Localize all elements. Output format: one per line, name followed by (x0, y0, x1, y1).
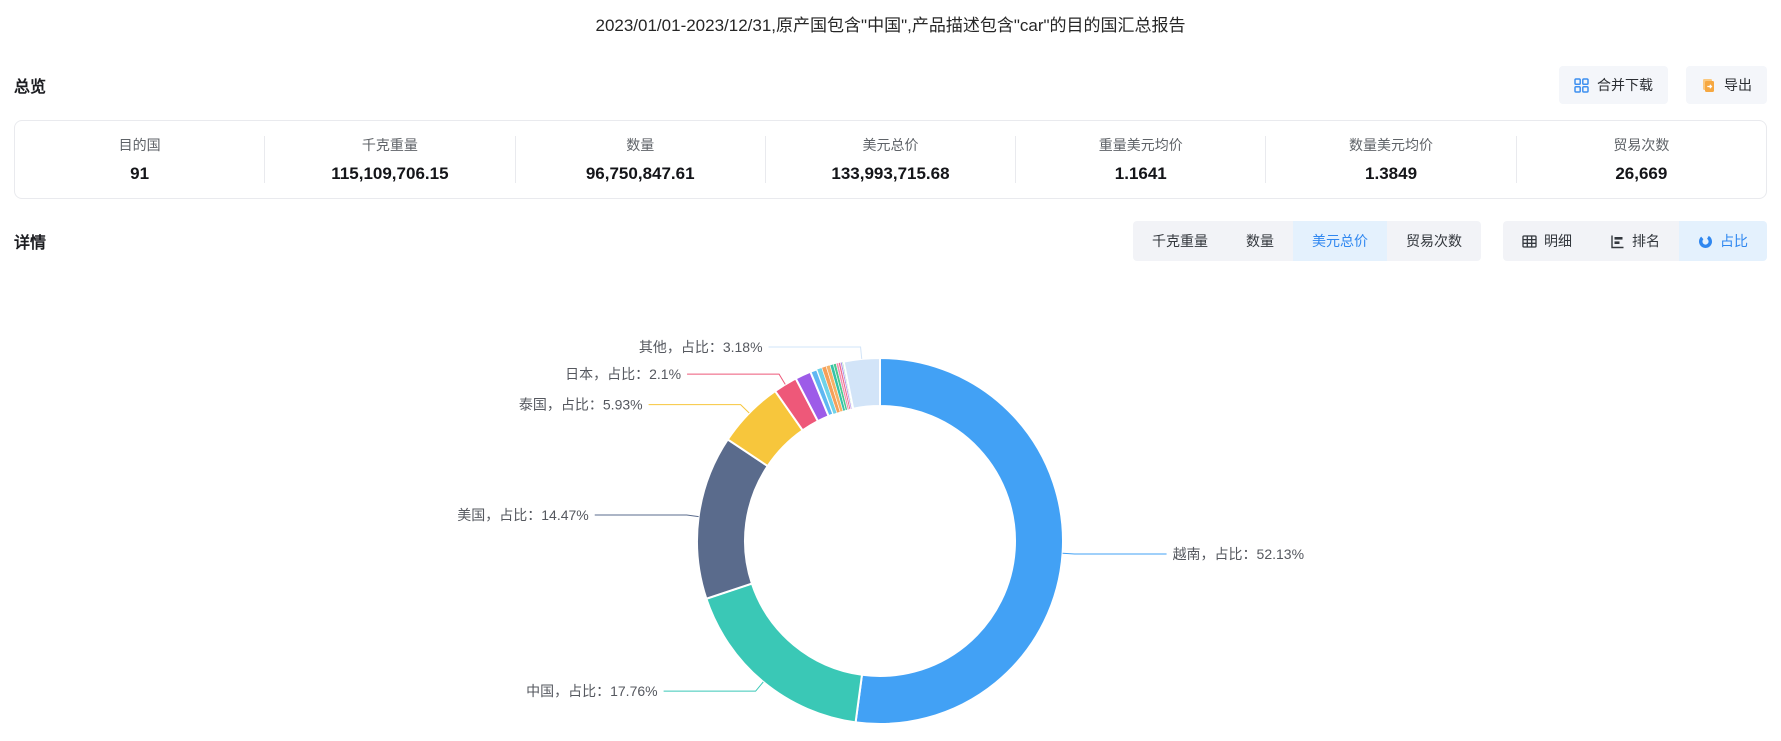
stat-value: 91 (130, 164, 150, 183)
donut-chart: 越南，占比：52.13% 中国，占比：17.76% 美国，占比：14.47% 泰国，占… (0, 261, 1781, 741)
view-tab-0[interactable]: 明细 (1503, 221, 1591, 261)
export-label: 导出 (1724, 77, 1752, 93)
stat-label: 美元总价 (862, 137, 919, 153)
stat-label: 千克重量 (361, 137, 418, 153)
stat-col: 目的国 91 (15, 136, 264, 183)
metric-tab-3[interactable]: 贸易次数 (1387, 221, 1481, 261)
pie-label-line (663, 681, 764, 692)
metric-tab-2[interactable]: 美元总价 (1293, 221, 1387, 261)
stat-col: 数量美元均价 1.3849 (1265, 136, 1515, 183)
stat-label: 重量美元均价 (1098, 137, 1183, 153)
metric-tab-0[interactable]: 千克重量 (1133, 221, 1227, 261)
stat-label: 数量 (626, 137, 655, 153)
details-heading: 详情 (14, 235, 47, 252)
ranking-icon (1610, 234, 1625, 249)
pie-label: 中国，占比：17.76% (526, 683, 657, 699)
stat-label: 目的国 (118, 137, 161, 153)
pie-label: 其他，占比：3.18% (639, 339, 763, 355)
view-tab-2[interactable]: 占比 (1679, 221, 1767, 261)
metric-tab-label: 千克重量 (1152, 233, 1208, 249)
pie-label-line (687, 373, 786, 385)
merge-download-button[interactable]: 合并下载 (1559, 66, 1668, 104)
view-tab-label: 排名 (1632, 233, 1660, 249)
overview-heading: 总览 (14, 79, 47, 96)
details-toolbar: 千克重量 数量 美元总价 贸易次数 明细 排名 占比 (1133, 221, 1767, 261)
metric-tab-1[interactable]: 数量 (1227, 221, 1293, 261)
stat-col: 千克重量 115,109,706.15 (264, 136, 514, 183)
pie-segment-越南[interactable] (854, 356, 1064, 725)
view-tab-label: 占比 (1720, 233, 1748, 249)
stat-value: 1.3849 (1365, 164, 1418, 183)
stat-value: 96,750,847.61 (585, 164, 695, 183)
pie-label: 美国，占比：14.47% (457, 507, 588, 523)
metric-tab-label: 贸易次数 (1406, 233, 1462, 249)
donut-icon (1698, 234, 1713, 249)
page-title: 2023/01/01-2023/12/31,原产国包含"中国",产品描述包含"c… (595, 16, 1186, 35)
stat-label: 数量美元均价 (1349, 137, 1434, 153)
stat-col: 数量 96,750,847.61 (514, 136, 765, 183)
metric-tab-group: 千克重量 数量 美元总价 贸易次数 (1133, 221, 1481, 261)
stat-value: 26,669 (1615, 164, 1668, 183)
metric-tab-label: 数量 (1246, 233, 1274, 249)
merge-download-label: 合并下载 (1597, 77, 1653, 93)
stat-col: 重量美元均价 1.1641 (1015, 136, 1265, 183)
details-header: 详情 千克重量 数量 美元总价 贸易次数 明细 排名 占比 (14, 221, 1767, 261)
pie-label: 越南，占比：52.13% (1173, 546, 1304, 562)
overview-stats-card: 目的国 91 千克重量 115,109,706.15 数量 96,750,847.61 美元… (14, 120, 1767, 199)
pie-label: 日本，占比：2.1% (565, 366, 681, 382)
stat-col: 美元总价 133,993,715.68 (764, 136, 1015, 183)
export-button[interactable]: 导出 (1686, 66, 1767, 104)
pie-label-line (1062, 552, 1167, 555)
pie-label-line (594, 514, 699, 518)
stat-col: 贸易次数 26,669 (1515, 136, 1766, 183)
stat-label: 贸易次数 (1613, 137, 1670, 153)
stat-value: 115,109,706.15 (331, 164, 449, 183)
pie-label: 泰国，占比：5.93% (519, 397, 643, 413)
stat-value: 133,993,715.68 (831, 164, 950, 183)
view-tab-label: 明细 (1544, 233, 1572, 249)
pie-label-line (648, 404, 750, 414)
pie-segment-其他[interactable] (842, 356, 881, 410)
view-tab-1[interactable]: 排名 (1591, 221, 1679, 261)
pie-segment-美国[interactable] (696, 438, 770, 601)
donut-chart-canvas: 越南，占比：52.13% 中国，占比：17.76% 美国，占比：14.47% 泰国，占… (457, 339, 1304, 725)
pie-label-line (768, 346, 863, 359)
metric-tab-label: 美元总价 (1312, 233, 1368, 249)
table-icon (1522, 234, 1537, 249)
merge-download-icon (1574, 77, 1589, 93)
overview-header: 总览 合并下载 导出 (14, 66, 1767, 104)
stat-value: 1.1641 (1114, 164, 1167, 183)
header-actions: 合并下载 导出 (1559, 66, 1767, 104)
pie-segment-中国[interactable] (705, 582, 864, 724)
export-icon (1701, 78, 1716, 93)
view-tab-group: 明细 排名 占比 (1503, 221, 1767, 261)
